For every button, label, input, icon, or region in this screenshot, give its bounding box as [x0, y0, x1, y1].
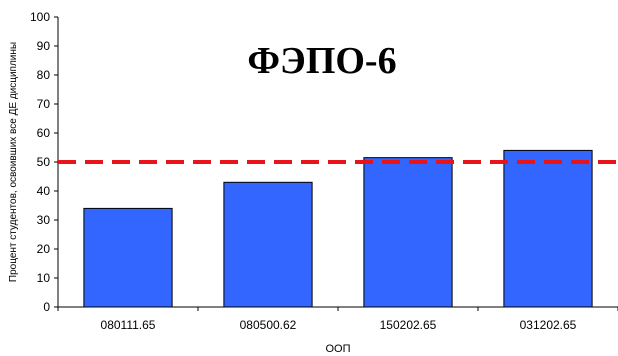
- y-tick-label: 20: [37, 242, 51, 256]
- chart-title: ФЭПО-6: [247, 40, 396, 82]
- y-tick-label: 30: [37, 213, 51, 227]
- bars: [84, 150, 592, 307]
- x-tick-label: 080500.62: [240, 318, 297, 332]
- x-tick-label: 150202.65: [380, 318, 437, 332]
- bar-080111.65: [84, 208, 172, 307]
- y-tick-label: 60: [37, 126, 51, 140]
- y-axis-label: Процент студентов, освоивших все ДЕ дисц…: [8, 42, 19, 282]
- y-tick-label: 50: [37, 155, 51, 169]
- bar-150202.65: [364, 158, 452, 307]
- bar-031202.65: [504, 150, 592, 307]
- x-axis-ticks: 080111.65 080500.62 150202.65 031202.65: [58, 307, 618, 332]
- bar-080500.62: [224, 182, 312, 307]
- x-axis-label: ООП: [325, 343, 350, 355]
- x-tick-label: 031202.65: [520, 318, 577, 332]
- x-tick-label: 080111.65: [101, 318, 156, 332]
- y-axis-ticks: 0 10 20 30 40 50 60 70 80 90 100: [30, 10, 58, 314]
- y-tick-label: 100: [30, 10, 50, 24]
- y-tick-label: 90: [37, 39, 51, 53]
- y-tick-label: 40: [37, 184, 51, 198]
- y-tick-label: 10: [37, 271, 51, 285]
- y-tick-label: 0: [43, 300, 50, 314]
- y-tick-label: 70: [37, 97, 51, 111]
- y-tick-label: 80: [37, 68, 51, 82]
